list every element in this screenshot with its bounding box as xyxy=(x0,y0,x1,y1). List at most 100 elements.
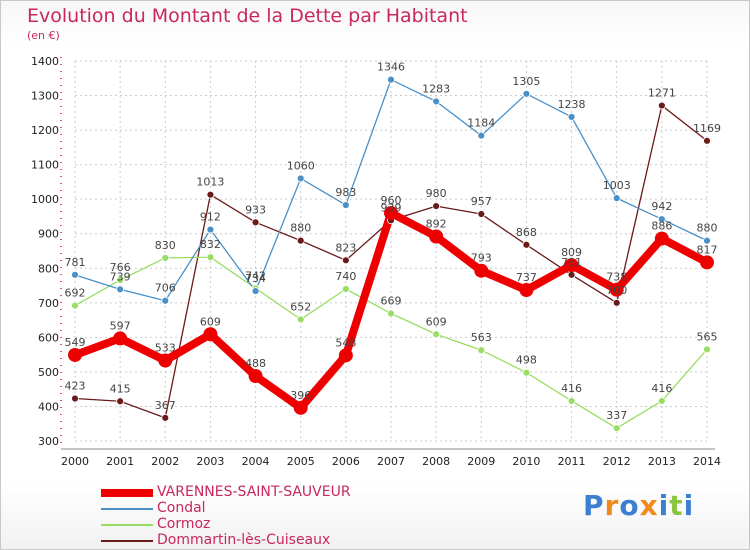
data-label: 960 xyxy=(381,194,402,207)
data-point xyxy=(206,225,215,234)
logo-letter: r xyxy=(604,489,620,522)
data-point xyxy=(612,298,621,307)
legend-label: Dommartin-lès-Cuiseaux xyxy=(157,532,331,548)
data-point xyxy=(477,346,486,355)
y-tick-label: 1000 xyxy=(31,193,59,206)
data-point xyxy=(341,256,350,265)
data-point xyxy=(387,309,395,318)
data-point xyxy=(71,301,79,310)
data-label: 737 xyxy=(516,271,537,284)
data-label: 781 xyxy=(561,256,582,269)
data-label: 809 xyxy=(561,246,582,259)
x-tick-label: 2010 xyxy=(512,455,540,468)
data-label: 1271 xyxy=(648,87,676,100)
data-label: 609 xyxy=(426,315,447,328)
data-labels: 423 415 367 1013 933 880 823 939 980 957 868 781 700… xyxy=(65,61,722,423)
data-label: 396 xyxy=(290,389,311,402)
data-label: 609 xyxy=(200,315,221,328)
data-point xyxy=(657,397,666,405)
data-label: 1283 xyxy=(422,82,450,95)
data-point xyxy=(116,397,125,406)
logo-letter: i xyxy=(683,489,695,522)
data-point xyxy=(519,283,534,298)
data-label: 1238 xyxy=(558,98,586,111)
x-tick-label: 2001 xyxy=(106,455,134,468)
data-label: 563 xyxy=(471,331,492,344)
legend-label: VARENNES-SAINT-SAUVEUR xyxy=(157,484,351,500)
data-point xyxy=(71,270,79,279)
data-point xyxy=(700,255,714,270)
legend-swatch xyxy=(101,508,153,510)
data-point xyxy=(432,97,441,106)
x-tick-label: 2012 xyxy=(603,455,631,468)
data-label: 912 xyxy=(200,211,221,224)
data-point xyxy=(567,397,576,405)
data-label: 548 xyxy=(335,336,356,349)
data-point xyxy=(341,285,350,293)
data-point xyxy=(612,424,621,433)
y-tick-label: 700 xyxy=(38,297,59,310)
data-point xyxy=(703,136,711,145)
data-label: 880 xyxy=(290,222,311,235)
data-label: 692 xyxy=(65,287,86,300)
data-point xyxy=(206,253,215,262)
logo-letter: o xyxy=(619,489,640,522)
legend-label: Cormoz xyxy=(157,516,211,532)
data-point xyxy=(296,315,305,324)
data-label: 892 xyxy=(426,217,447,230)
data-label: 1346 xyxy=(377,61,405,74)
x-tick-label: 2011 xyxy=(558,455,586,468)
y-tick-label: 1300 xyxy=(31,90,59,103)
data-point xyxy=(429,229,444,244)
data-point xyxy=(522,240,531,249)
x-tick-label: 2004 xyxy=(242,455,270,468)
data-label: 706 xyxy=(155,282,176,295)
data-point xyxy=(657,215,666,224)
y-tick-label: 600 xyxy=(38,331,59,344)
x-tick-label: 2000 xyxy=(61,455,89,468)
data-label: 957 xyxy=(471,195,492,208)
data-label: 488 xyxy=(245,357,266,370)
y-tick-label: 1200 xyxy=(31,124,59,137)
y-tick-label: 400 xyxy=(38,400,59,413)
data-point xyxy=(296,236,305,245)
data-point xyxy=(161,296,170,305)
data-point xyxy=(338,348,353,363)
data-point xyxy=(158,353,173,368)
data-point xyxy=(251,218,260,227)
data-point xyxy=(116,285,125,294)
data-point xyxy=(567,113,576,121)
data-point xyxy=(477,131,486,140)
data-label: 740 xyxy=(335,270,356,283)
x-tick-label: 2003 xyxy=(196,455,224,468)
logo-letter: t xyxy=(669,489,684,522)
data-label: 1013 xyxy=(196,176,224,189)
data-point xyxy=(657,101,666,110)
data-label: 700 xyxy=(606,284,627,297)
data-label: 367 xyxy=(155,399,176,412)
data-point xyxy=(612,194,621,203)
data-label: 734 xyxy=(245,272,266,285)
data-label: 652 xyxy=(290,300,311,313)
logo-letter: x xyxy=(639,489,659,522)
data-point xyxy=(703,236,711,245)
data-point xyxy=(161,413,170,422)
data-point xyxy=(203,327,218,342)
data-point xyxy=(477,210,486,218)
data-label: 498 xyxy=(516,354,537,367)
grid xyxy=(74,60,708,442)
data-point xyxy=(703,345,711,354)
data-label: 669 xyxy=(381,295,402,308)
axes: 300 400 500 600 700 800 900 1000 1100 1200 1300 140… xyxy=(31,55,721,468)
x-tick-label: 2014 xyxy=(693,455,721,468)
chart-subtitle: (en €) xyxy=(27,29,60,42)
data-point xyxy=(432,330,441,339)
data-label: 1305 xyxy=(512,75,540,88)
data-label: 868 xyxy=(516,226,537,239)
data-label: 880 xyxy=(697,222,718,235)
y-tick-label: 300 xyxy=(38,435,59,448)
x-tick-label: 2008 xyxy=(422,455,450,468)
data-point xyxy=(113,331,128,346)
data-point xyxy=(293,400,308,415)
y-tick-label: 800 xyxy=(38,262,59,275)
